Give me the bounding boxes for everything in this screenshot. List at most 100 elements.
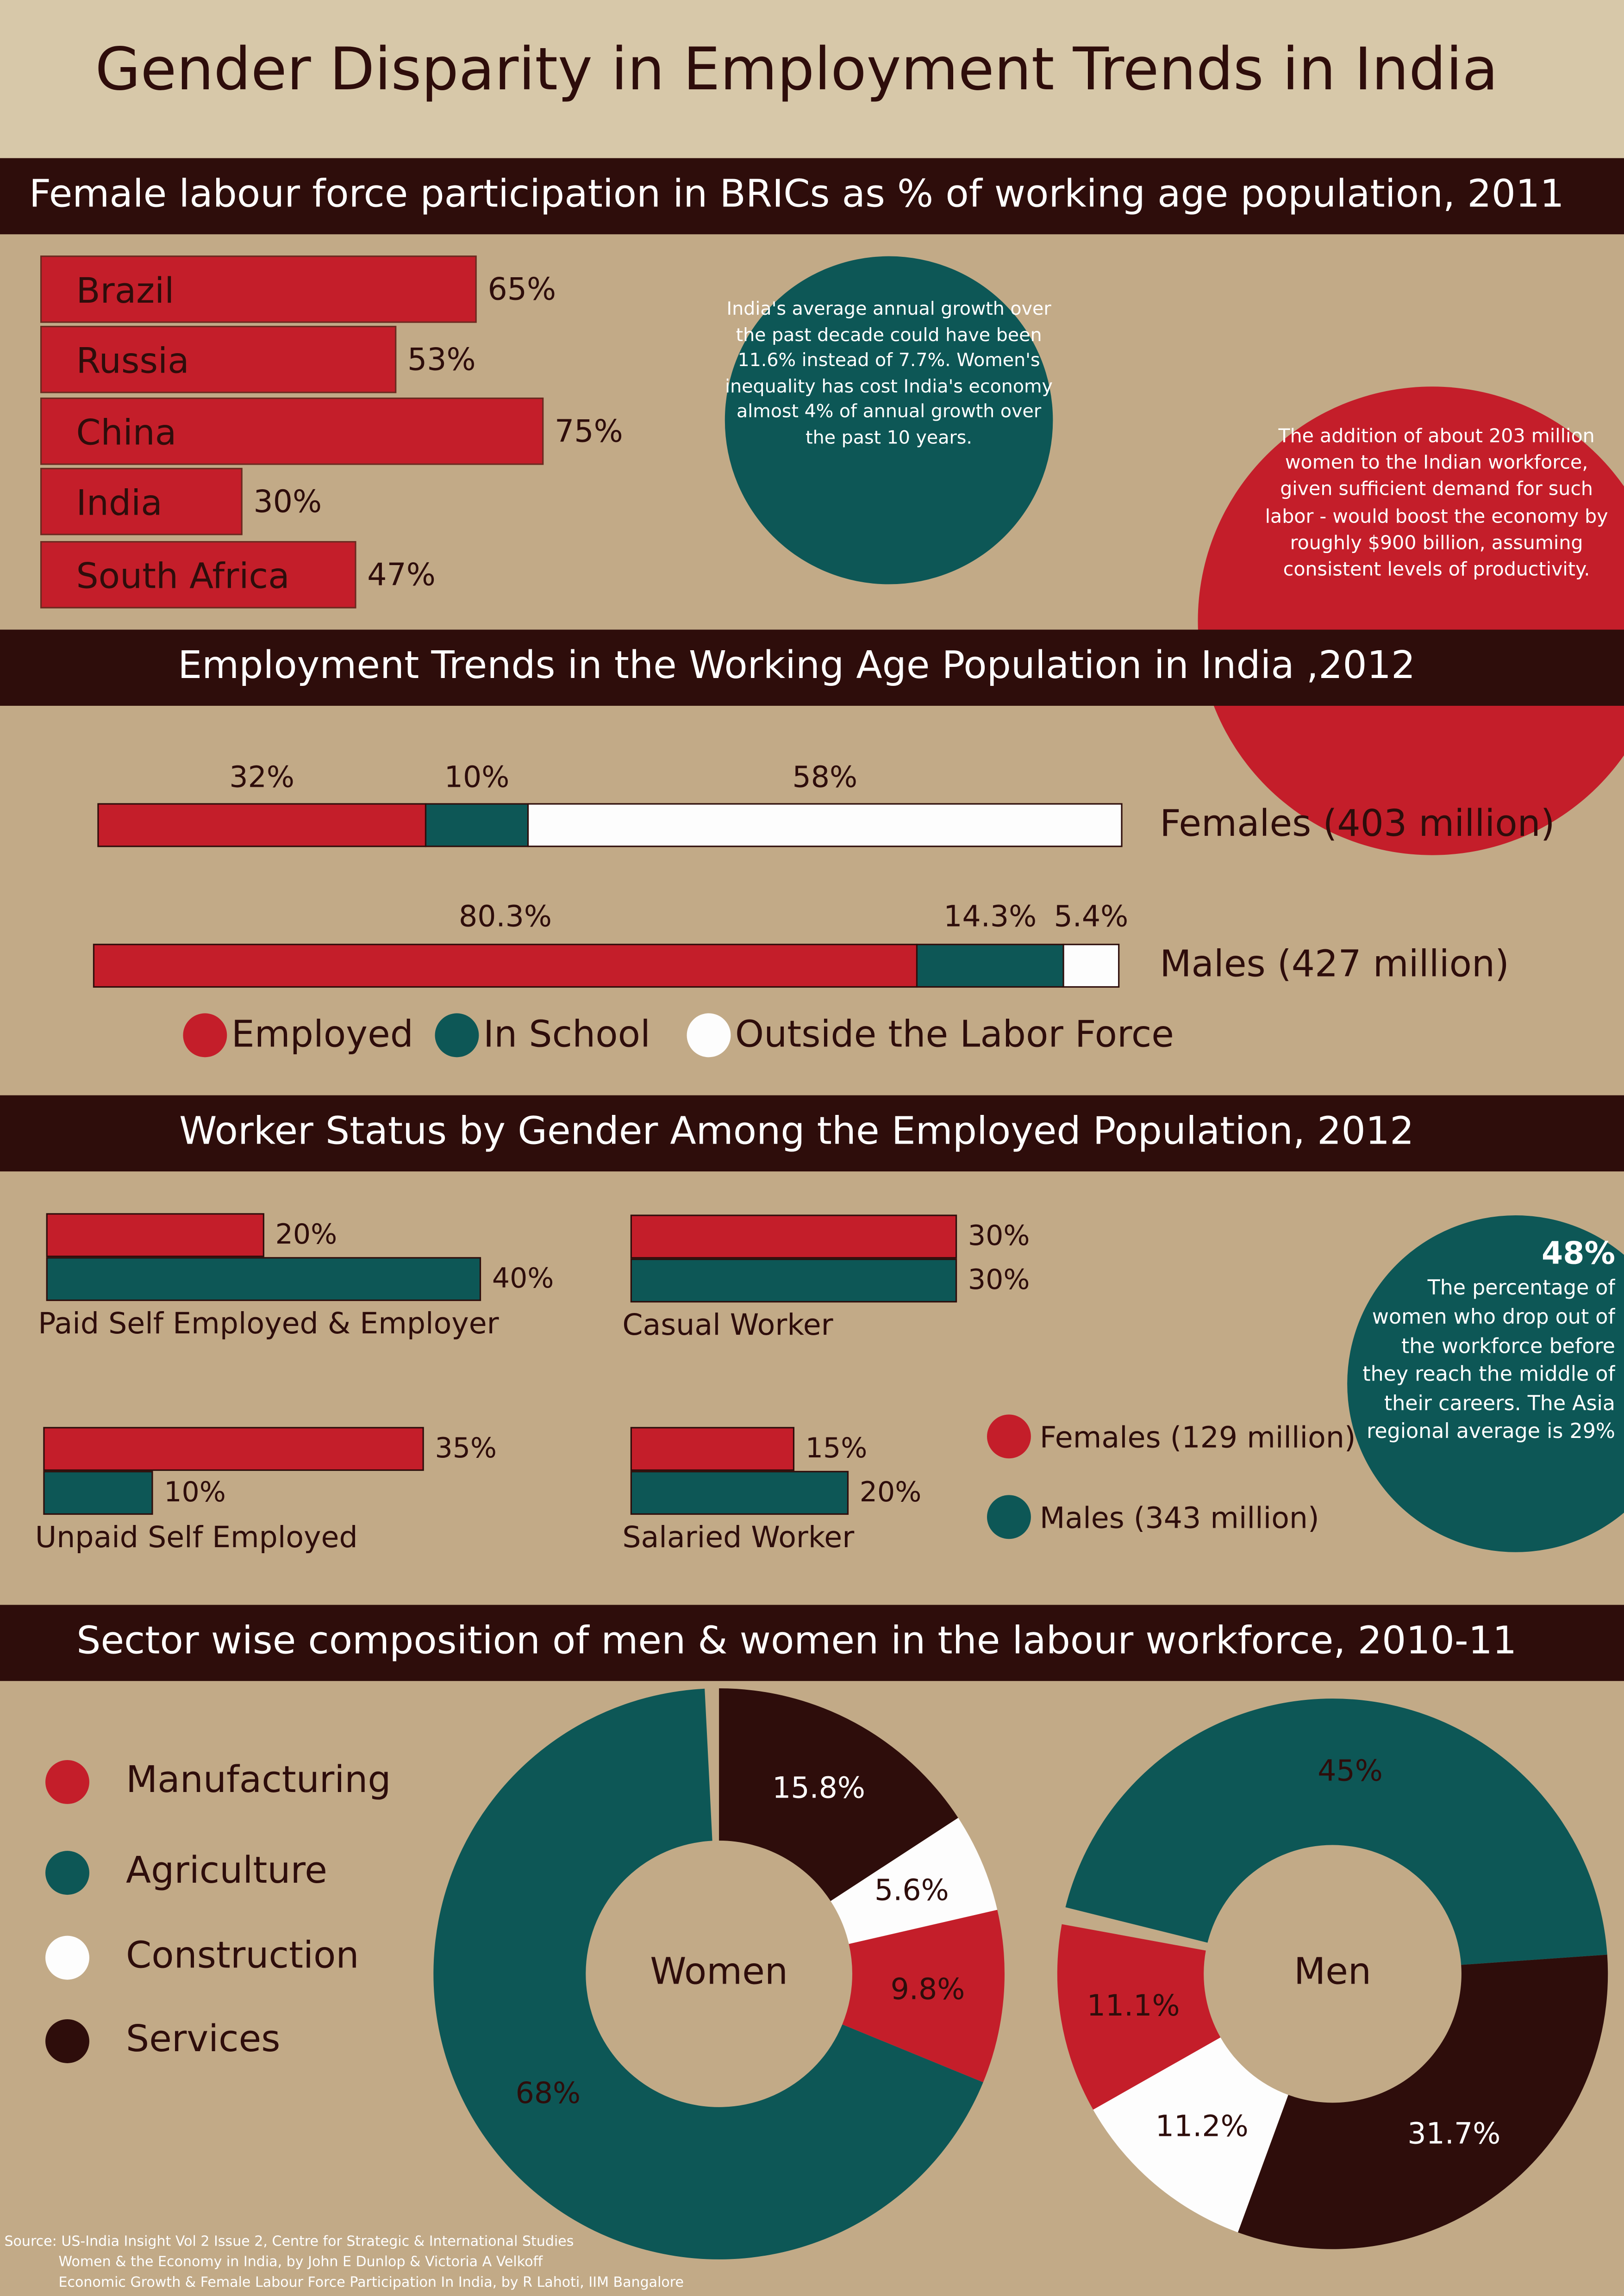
category-label: Brazil (76, 270, 174, 311)
bar (46, 1213, 264, 1257)
legend-marker (45, 1851, 89, 1895)
callout-body: India's average annual growth over the p… (725, 297, 1053, 448)
legend-label: Construction (126, 1934, 359, 1977)
legend-label: In School (483, 1013, 650, 1056)
value-label: 80.3% (459, 899, 552, 933)
callout-body: The percentage of women who drop out of … (1362, 1277, 1616, 1444)
legend-marker (45, 2019, 89, 2063)
legend-marker (687, 1013, 731, 1058)
donut-segment (433, 1688, 983, 2259)
value-label: 20% (860, 1476, 922, 1508)
value-label: 14.3% (943, 899, 1037, 933)
section-title: Employment Trends in the Working Age Pop… (178, 643, 1415, 687)
section-title: Sector wise composition of men & women i… (76, 1618, 1517, 1662)
bar-segment (916, 944, 1064, 988)
donut-segment (842, 1910, 1005, 2083)
bar (40, 255, 477, 323)
bar-segment (527, 803, 1123, 847)
source-text: Source: US-India Insight Vol 2 Issue 2, … (4, 2233, 574, 2249)
source-text: Economic Growth & Female Labour Force Pa… (59, 2274, 684, 2290)
legend-label: Agriculture (126, 1849, 327, 1892)
legend-label: Males (343 million) (1040, 1501, 1319, 1535)
callout: The addition of about 203 million women … (1262, 425, 1611, 585)
donut-center-label: Men (1294, 1950, 1371, 1992)
callout-body: The addition of about 203 million women … (1265, 426, 1608, 581)
callout-text: 48% The percentage of women who drop out … (1355, 1233, 1615, 1448)
donut-segment (831, 1817, 998, 1944)
callout: India's average annual growth over the p… (725, 296, 1053, 449)
bar-segment (425, 803, 529, 847)
value-label: 15.8% (772, 1771, 865, 1805)
callout-circle (1198, 386, 1624, 855)
donut-segment (1057, 1924, 1221, 2110)
callout-text: India's average annual growth over the p… (725, 296, 1053, 449)
value-label: 47% (367, 557, 436, 593)
bar (630, 1471, 849, 1515)
value-label: 5.4% (1054, 899, 1129, 933)
section-title: Worker Status by Gender Among the Employ… (179, 1109, 1414, 1153)
bar (40, 325, 397, 393)
value-label: 10% (444, 760, 510, 794)
legend-marker (987, 1414, 1031, 1459)
bar (43, 1427, 424, 1471)
legend-label: Employed (231, 1013, 413, 1056)
category-label: Paid Self Employed & Employer (38, 1306, 499, 1340)
category-label: China (76, 412, 176, 453)
value-label: 11.1% (1087, 1988, 1180, 2022)
bar (630, 1427, 795, 1471)
donut-segment (1093, 2037, 1288, 2233)
value-label: 53% (407, 342, 476, 378)
callout-circle (1347, 1215, 1624, 1552)
category-label: Unpaid Self Employed (35, 1520, 358, 1554)
legend-marker (45, 1935, 89, 1980)
legend-marker (435, 1013, 479, 1058)
category-label: Salaried Worker (622, 1520, 855, 1554)
value-label: 40% (492, 1262, 554, 1294)
category-label: South Africa (76, 556, 289, 597)
value-label: 30% (968, 1263, 1030, 1296)
value-label: 65% (488, 271, 556, 307)
value-label: 11.2% (1156, 2109, 1249, 2143)
bar (43, 1471, 153, 1515)
bar (40, 467, 243, 535)
value-label: 75% (555, 413, 623, 449)
donut-segment (1237, 1954, 1608, 2249)
category-label: Russia (76, 341, 189, 381)
bar-segment (97, 803, 427, 847)
callout-text: The addition of about 203 million women … (1262, 425, 1611, 585)
value-label: 32% (229, 760, 294, 794)
value-label: 9.8% (891, 1972, 965, 2006)
bar (630, 1214, 957, 1259)
value-label: 31.7% (1407, 2116, 1500, 2150)
callout-headline: 48% (1542, 1236, 1616, 1271)
section-header (0, 629, 1624, 706)
legend-label: Females (129 million) (1040, 1420, 1356, 1455)
section-header (0, 158, 1624, 235)
legend-label: Manufacturing (126, 1758, 391, 1801)
source-text: Women & the Economy in India, by John E … (59, 2254, 543, 2270)
section-header (0, 1095, 1624, 1172)
bar (46, 1257, 481, 1301)
value-label: 5.6% (874, 1873, 949, 1907)
section-title: Female labour force participation in BRI… (29, 172, 1564, 216)
section-header (0, 1605, 1624, 1681)
donut-center-label: Women (650, 1950, 788, 1992)
value-label: 68% (516, 2076, 581, 2110)
value-label: 35% (435, 1432, 497, 1464)
legend-label: Services (126, 2017, 280, 2060)
title-band (0, 0, 1624, 158)
bar (40, 541, 356, 609)
bar (630, 1258, 957, 1303)
legend-label: Outside the Labor Force (735, 1013, 1174, 1056)
page-title: Gender Disparity in Employment Trends in… (95, 35, 1498, 103)
callout: 48% The percentage of women who drop out … (1355, 1233, 1615, 1448)
bar-segment (1062, 944, 1120, 988)
legend-marker (987, 1495, 1031, 1539)
category-label: Males (427 million) (1160, 943, 1509, 985)
value-label: 10% (164, 1476, 226, 1508)
category-label: Casual Worker (622, 1307, 833, 1342)
category-label: India (76, 483, 162, 523)
category-label: Females (403 million) (1160, 802, 1555, 845)
donut-segment (1065, 1699, 1607, 1965)
